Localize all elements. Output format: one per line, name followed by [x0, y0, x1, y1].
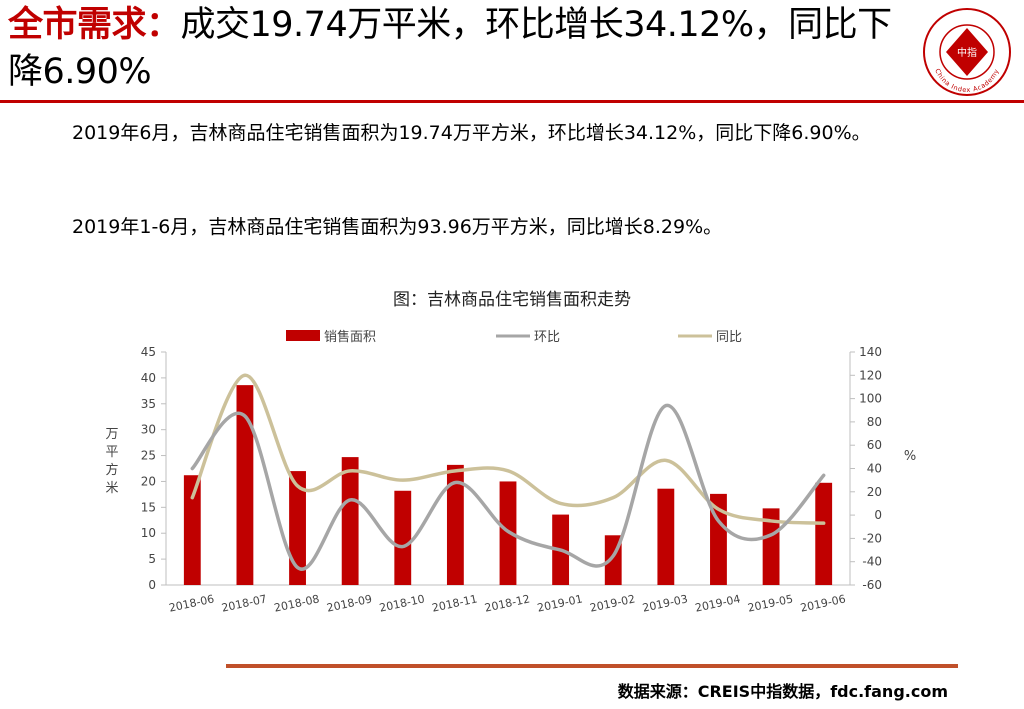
title-highlight: 全市需求： — [8, 5, 181, 45]
left-tick-label: 20 — [141, 474, 156, 488]
right-tick-label: -20 — [862, 531, 882, 545]
right-tick-label: 140 — [859, 345, 882, 359]
x-tick-label: 2019-01 — [536, 592, 584, 614]
left-tick-label: 45 — [141, 345, 156, 359]
left-tick-label: 25 — [141, 449, 156, 463]
right-tick-label: -60 — [862, 578, 882, 592]
x-tick-label: 2019-06 — [799, 592, 847, 614]
legend-swatch-area — [286, 330, 320, 341]
right-tick-label: 60 — [867, 438, 882, 452]
x-tick-label: 2019-04 — [694, 592, 742, 614]
left-tick-label: 0 — [148, 578, 156, 592]
china-index-academy-logo: 中指 China Index Academy — [923, 8, 1011, 96]
bar-sales-area — [236, 385, 254, 585]
left-axis-label-char: 平 — [105, 445, 118, 460]
bar-sales-area — [183, 475, 201, 585]
title-divider — [0, 100, 1024, 103]
page-title: 全市需求：成交19.74万平米，环比增长34.12%，同比下降6.90% — [8, 2, 913, 96]
bar-sales-area — [394, 490, 412, 585]
right-tick-label: -40 — [862, 555, 882, 569]
right-tick-label: 40 — [867, 462, 882, 476]
left-tick-label: 40 — [141, 371, 156, 385]
left-tick-label: 15 — [141, 500, 156, 514]
bar-sales-area — [762, 508, 780, 585]
right-tick-label: 100 — [859, 392, 882, 406]
line-mom — [190, 403, 826, 571]
x-tick-label: 2019-02 — [589, 592, 637, 614]
x-tick-label: 2018-12 — [483, 592, 531, 614]
paragraph-ytd: 2019年1-6月，吉林商品住宅销售面积为93.96万平方米，同比增长8.29%… — [72, 216, 723, 238]
bar-sales-area — [446, 464, 464, 585]
left-axis-label-char: 方 — [105, 462, 118, 478]
right-tick-label: 20 — [867, 485, 882, 499]
legend-label: 环比 — [534, 330, 560, 345]
bar-sales-area — [289, 471, 306, 585]
footer-divider — [226, 664, 958, 668]
x-tick-label: 2018-11 — [431, 592, 479, 614]
x-tick-label: 2019-05 — [747, 592, 795, 614]
left-tick-label: 5 — [148, 552, 156, 566]
data-source: 数据来源：CREIS中指数据，fdc.fang.com — [617, 682, 948, 701]
legend-label: 销售面积 — [324, 329, 376, 345]
x-tick-label: 2018-08 — [273, 592, 321, 614]
left-tick-label: 10 — [141, 526, 156, 540]
paragraph-monthly: 2019年6月，吉林商品住宅销售面积为19.74万平方米，环比增长34.12%，… — [72, 122, 871, 144]
title-text: 成交19.74万平米，环比增长34.12%，同比下降6.90% — [8, 5, 892, 92]
x-tick-label: 2018-09 — [326, 592, 374, 614]
line-yoy — [190, 373, 826, 525]
right-tick-label: 0 — [874, 508, 882, 522]
right-axis-label: % — [904, 449, 916, 464]
right-tick-label: 80 — [867, 415, 882, 429]
x-tick-label: 2019-03 — [641, 592, 689, 614]
legend-label: 同比 — [716, 330, 742, 345]
chart-title: 图：吉林商品住宅销售面积走势 — [393, 290, 631, 310]
bar-sales-area — [657, 488, 675, 585]
left-tick-label: 35 — [141, 397, 156, 411]
x-tick-label: 2018-07 — [220, 592, 268, 614]
x-tick-label: 2018-06 — [168, 592, 216, 614]
x-tick-label: 2018-10 — [378, 592, 426, 614]
bar-sales-area — [815, 482, 833, 585]
left-axis-label-char: 万 — [105, 427, 118, 442]
left-tick-label: 30 — [141, 423, 156, 437]
logo-center-text: 中指 — [957, 46, 977, 59]
bar-sales-area — [341, 457, 359, 585]
right-tick-label: 120 — [859, 368, 882, 382]
left-axis-label-char: 米 — [105, 481, 118, 496]
